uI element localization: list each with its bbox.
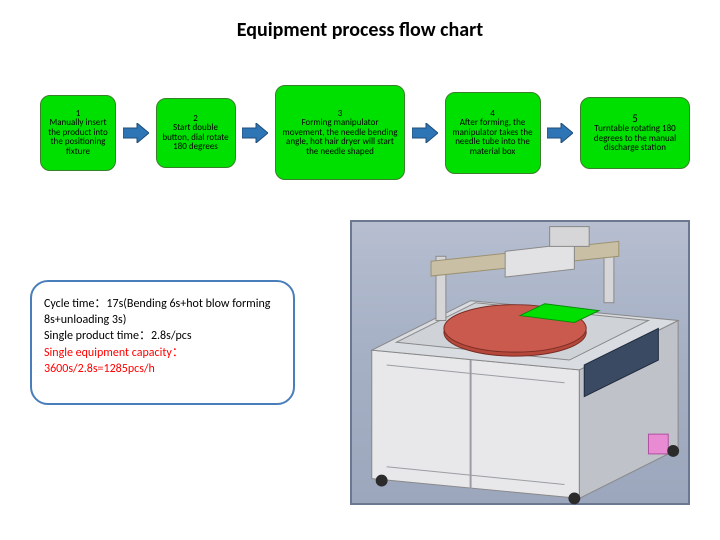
arrow-4 [547, 123, 573, 143]
step-4-text: After forming, the manipulator takes the… [450, 118, 536, 156]
arrow-2 [242, 123, 268, 143]
step-3-text: Forming manipulator movement, the needle… [280, 118, 400, 156]
step-5: 5 Turntable rotating 180 degrees to the … [580, 97, 690, 169]
info-line2: Single product time：2.8s/pcs [44, 328, 281, 344]
info-box: Cycle time：17s(Bending 6s+hot blow formi… [30, 280, 295, 405]
machine-svg [352, 220, 688, 505]
step-5-text: Turntable rotating 180 degrees to the ma… [585, 124, 685, 152]
machine-render [350, 220, 690, 505]
step-2-text: Start double button, dial rotate 180 deg… [161, 123, 231, 151]
flow-row: 1 Manually insert the product into the p… [40, 85, 690, 180]
info-line3b: 3600s/2.8s=1285pcs/h [44, 361, 281, 377]
arrow-1 [123, 123, 149, 143]
step-2: 2 Start double button, dial rotate 180 d… [156, 98, 236, 168]
page-title: Equipment process flow chart [0, 18, 720, 42]
info-line3a: Single equipment capacity： [44, 345, 281, 361]
step-4: 4 After forming, the manipulator takes t… [445, 92, 541, 174]
step-1-text: Manually insert the product into the pos… [45, 118, 111, 156]
info-line1: Cycle time：17s(Bending 6s+hot blow formi… [44, 296, 281, 328]
arrow-3 [412, 123, 438, 143]
step-3: 3 Forming manipulator movement, the need… [275, 85, 405, 180]
step-1: 1 Manually insert the product into the p… [40, 95, 116, 171]
